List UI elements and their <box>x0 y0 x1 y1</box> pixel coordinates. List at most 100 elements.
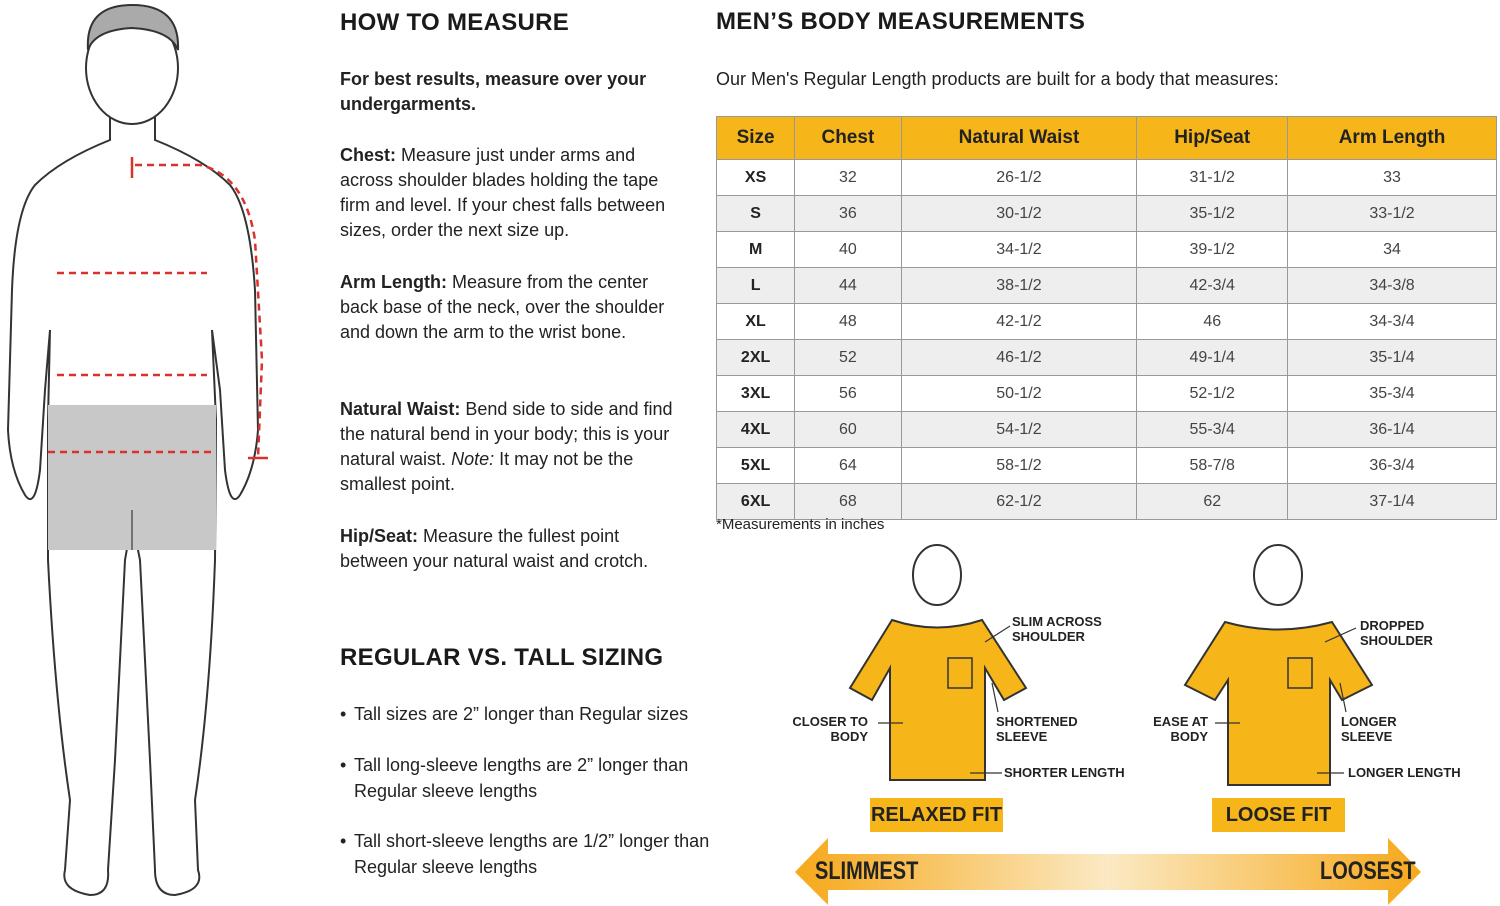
item: Natural Waist: Bend side to side and fin… <box>340 397 675 497</box>
table-cell: 36-1/4 <box>1287 411 1497 448</box>
table-cell: 58-1/2 <box>900 447 1138 484</box>
term: Hip/Seat: <box>340 526 419 546</box>
table-cell: 52-1/2 <box>1136 375 1289 412</box>
table-row: 6XL 68 62-1/2 62 37-1/4 <box>715 483 1497 520</box>
table-cell: 58-7/8 <box>1136 447 1289 484</box>
item: Arm Length: Measure from the center back… <box>340 270 675 345</box>
desc: Bend side to side and find the natural b… <box>340 399 673 469</box>
table-cell: 48 <box>794 303 902 340</box>
term: Natural Waist: <box>340 399 461 419</box>
fit-diagram <box>795 544 1421 905</box>
table-cell: 30-1/2 <box>900 195 1138 232</box>
fit-label: LOOSE FIT <box>1212 798 1345 832</box>
table-cell: XS <box>715 159 796 196</box>
note: It may not be the smallest point. <box>340 449 634 494</box>
table-cell: 54-1/2 <box>900 411 1138 448</box>
table-row: 5XL 64 58-1/2 58-7/8 36-3/4 <box>715 447 1497 484</box>
header-cell: Hip/Seat <box>1136 116 1289 160</box>
table-cell: 36 <box>794 195 902 232</box>
table-cell: 55-3/4 <box>1136 411 1289 448</box>
table-cell: 33-1/2 <box>1287 195 1497 232</box>
intro: Our Men's Regular Length products are bu… <box>716 69 1279 89</box>
table-cell: 37-1/4 <box>1287 483 1497 520</box>
table-row: 2XL 52 46-1/2 49-1/4 35-1/4 <box>715 339 1497 376</box>
section-title: HOW TO MEASURE <box>340 9 570 36</box>
desc: Measure just under arms and across shoul… <box>340 145 666 240</box>
desc: Measure the fullest point between your n… <box>340 526 649 571</box>
table-cell: L <box>715 267 796 304</box>
table-cell: 42-1/2 <box>900 303 1138 340</box>
table-cell: 52 <box>794 339 902 376</box>
item: Chest: Measure just under arms and acros… <box>340 143 675 243</box>
table-cell: 33 <box>1287 159 1497 196</box>
bullet: Tall long-sleeve lengths are 2” longer t… <box>340 752 734 804</box>
table-cell: 35-3/4 <box>1287 375 1497 412</box>
header-cell: Arm Length <box>1287 116 1497 160</box>
table-cell: 39-1/2 <box>1136 231 1289 268</box>
body-figure <box>6 3 268 897</box>
table-cell: 44 <box>794 267 902 304</box>
section-title: MEN’S BODY MEASUREMENTS <box>716 8 1086 35</box>
table-cell: 60 <box>794 411 902 448</box>
callout: LONGER LENGTH <box>1348 765 1461 780</box>
table-cell: 35-1/4 <box>1287 339 1497 376</box>
term: Chest: <box>340 145 397 165</box>
table-cell: 40 <box>794 231 902 268</box>
footnote: *Measurements in inches <box>716 516 885 533</box>
size-table: Size Chest Natural Waist Hip/Seat Arm Length… <box>715 116 1497 520</box>
table-cell: 34 <box>1287 231 1497 268</box>
table-cell: XL <box>715 303 796 340</box>
scale-left: SLIMMEST <box>815 857 919 885</box>
table-cell: 4XL <box>715 411 796 448</box>
header-cell: Size <box>715 116 796 160</box>
table-cell: 5XL <box>715 447 796 484</box>
table-cell: 62 <box>1136 483 1289 520</box>
table-cell: 46-1/2 <box>900 339 1138 376</box>
table-row: 3XL 56 50-1/2 52-1/2 35-3/4 <box>715 375 1497 412</box>
table-row: M 40 34-1/2 39-1/2 34 <box>715 231 1497 268</box>
callout: SHORTENED SLEEVE <box>996 714 1078 744</box>
table-cell: 38-1/2 <box>900 267 1138 304</box>
table-cell: 34-3/8 <box>1287 267 1497 304</box>
table-cell: 3XL <box>715 375 796 412</box>
item: Hip/Seat: Measure the fullest point betw… <box>340 524 685 574</box>
table-row: XL 48 42-1/2 46 34-3/4 <box>715 303 1497 340</box>
scale-right: LOOSEST <box>1320 857 1416 885</box>
callout: SLIM ACROSS SHOULDER <box>1012 614 1102 644</box>
table-cell: 35-1/2 <box>1136 195 1289 232</box>
table-cell: 36-3/4 <box>1287 447 1497 484</box>
header-cell: Natural Waist <box>900 116 1138 160</box>
callout: LONGER SLEEVE <box>1341 714 1397 744</box>
table-cell: 6XL <box>715 483 796 520</box>
callout: DROPPED SHOULDER <box>1360 618 1433 648</box>
table-cell: 49-1/4 <box>1136 339 1289 376</box>
callout: CLOSER TO BODY <box>792 714 868 744</box>
desc: Measure from the center back base of the… <box>340 272 665 342</box>
table-cell: S <box>715 195 796 232</box>
table-cell: 42-3/4 <box>1136 267 1289 304</box>
header-cell: Chest <box>794 116 902 160</box>
table-row: XS 32 26-1/2 31-1/2 33 <box>715 159 1497 196</box>
table-cell: 31-1/2 <box>1136 159 1289 196</box>
table-cell: M <box>715 231 796 268</box>
term: Arm Length: <box>340 272 447 292</box>
table-cell: 56 <box>794 375 902 412</box>
table-cell: 46 <box>1136 303 1289 340</box>
intro: For best results, measure over your unde… <box>340 69 647 114</box>
table-cell: 34-3/4 <box>1287 303 1497 340</box>
table-cell: 62-1/2 <box>900 483 1138 520</box>
table-cell: 64 <box>794 447 902 484</box>
table-row: S 36 30-1/2 35-1/2 33-1/2 <box>715 195 1497 232</box>
table-cell: 68 <box>794 483 902 520</box>
bullet: Tall short-sleeve lengths are 1/2” longe… <box>340 828 724 880</box>
table-cell: 34-1/2 <box>900 231 1138 268</box>
table-cell: 32 <box>794 159 902 196</box>
callout: EASE AT BODY <box>1153 714 1208 744</box>
table-row: L 44 38-1/2 42-3/4 34-3/8 <box>715 267 1497 304</box>
section-title: REGULAR VS. TALL SIZING <box>340 644 664 671</box>
table-cell: 26-1/2 <box>900 159 1138 196</box>
table-cell: 2XL <box>715 339 796 376</box>
callout: SHORTER LENGTH <box>1004 765 1125 780</box>
table-cell: 50-1/2 <box>900 375 1138 412</box>
